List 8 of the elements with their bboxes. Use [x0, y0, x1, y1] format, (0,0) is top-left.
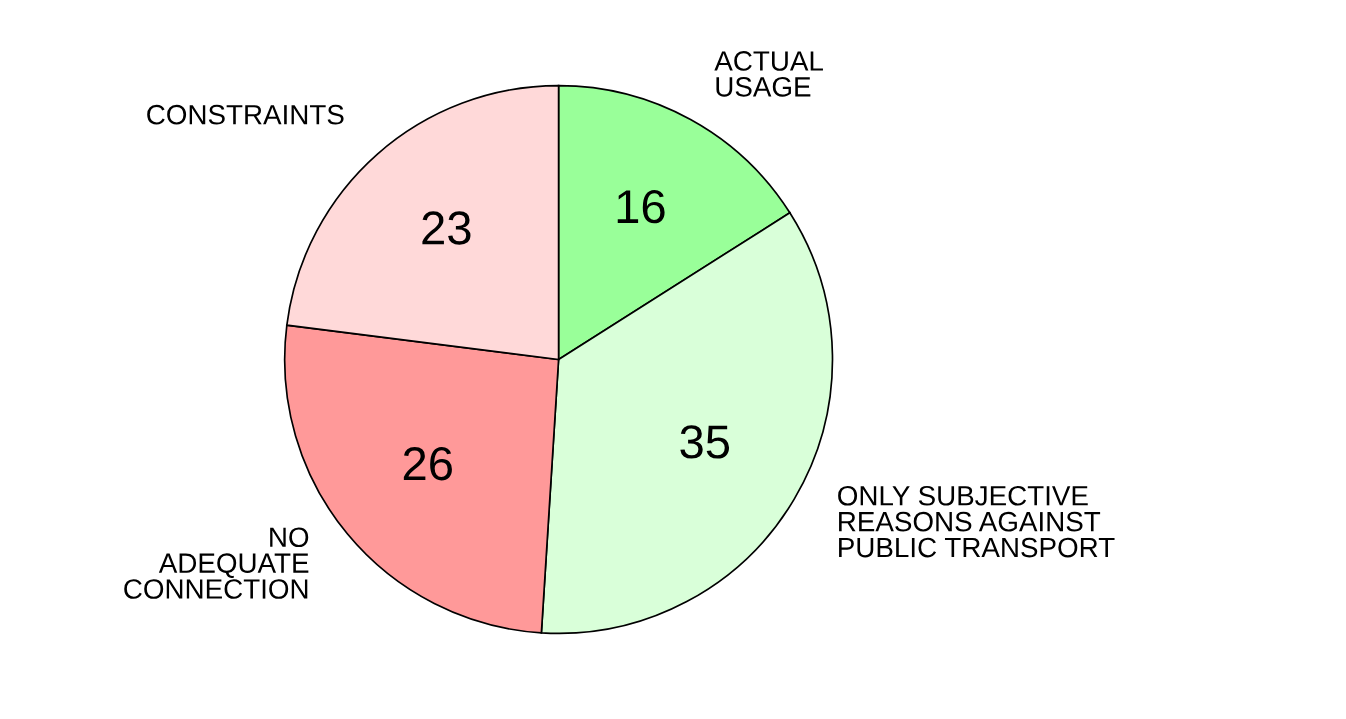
data-label: 26	[403, 446, 452, 481]
data-label: 35	[680, 425, 730, 459]
slice-label: ACTUAL USAGE	[714, 51, 823, 97]
data-label: 16	[617, 189, 665, 224]
slice-label: CONSTRAINTS	[147, 104, 344, 125]
slice-label: ONLY SUBJECTIVE REASONS AGAINST PUBLIC TRANSPORT	[838, 485, 1115, 558]
data-label: 23	[422, 211, 471, 245]
slice-label: NO ADEQUATE CONNECTION	[124, 527, 309, 599]
